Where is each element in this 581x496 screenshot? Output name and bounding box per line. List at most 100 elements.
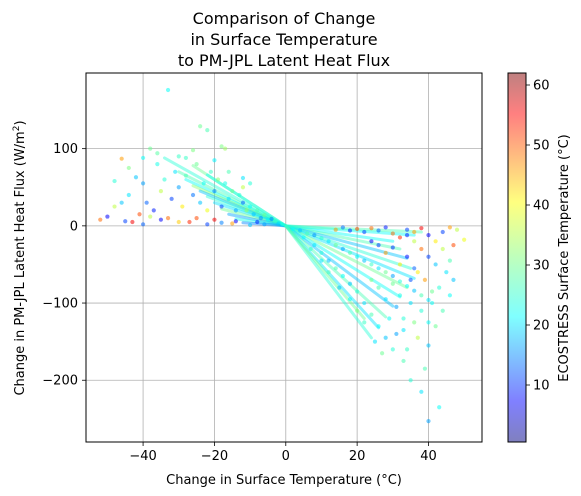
data-point — [426, 254, 431, 259]
data-point — [397, 235, 403, 240]
data-point — [112, 204, 117, 209]
colorbar-tick-label: 20 — [533, 319, 550, 334]
data-point — [419, 308, 424, 313]
data-point — [240, 175, 246, 181]
data-point — [319, 258, 324, 263]
data-point — [308, 246, 313, 252]
data-point — [208, 169, 213, 174]
fan-line — [284, 224, 395, 243]
data-point — [390, 273, 395, 279]
data-point — [415, 335, 420, 340]
data-point — [305, 231, 310, 236]
data-point — [394, 304, 399, 310]
x-tick-label: 40 — [420, 449, 437, 464]
data-point — [230, 189, 235, 194]
data-point — [148, 146, 153, 151]
data-point — [205, 208, 210, 213]
data-point — [355, 254, 360, 259]
data-point — [212, 189, 217, 194]
data-point — [397, 262, 403, 267]
data-point — [194, 161, 199, 167]
data-point — [355, 308, 360, 313]
data-point — [376, 285, 381, 290]
data-point — [408, 378, 413, 383]
data-point — [333, 227, 338, 232]
data-point — [415, 270, 420, 275]
y-tick-label: 0 — [70, 219, 78, 234]
data-point — [408, 300, 413, 306]
data-point — [383, 270, 388, 275]
colorbar-tick-label: 40 — [533, 199, 550, 214]
data-point — [123, 219, 128, 224]
data-point — [362, 229, 367, 235]
fan-line — [284, 224, 409, 290]
data-point — [404, 227, 410, 232]
data-point — [419, 226, 424, 231]
data-point — [205, 128, 210, 133]
data-point — [198, 200, 203, 205]
data-point — [383, 225, 388, 230]
fan-line — [177, 170, 288, 228]
data-point — [440, 308, 445, 313]
data-point — [404, 254, 410, 259]
data-point — [223, 181, 228, 186]
data-point — [426, 233, 431, 238]
data-point — [176, 154, 181, 159]
y-axis-label-text: Change in PM-JPL Latent Heat Flux (W/m — [13, 131, 28, 395]
x-tick-label: −40 — [129, 449, 156, 464]
colorbar-tick-label: 60 — [533, 79, 550, 94]
data-point — [404, 347, 410, 352]
data-point — [230, 221, 235, 226]
data-point — [412, 229, 417, 235]
data-point — [390, 281, 395, 286]
data-point — [397, 279, 403, 284]
data-point — [362, 300, 367, 306]
y-axis-label-superscript: 2 — [12, 126, 22, 132]
data-point — [290, 226, 296, 232]
data-point — [383, 250, 388, 255]
data-point — [176, 185, 181, 190]
data-point — [412, 320, 417, 325]
data-point — [319, 236, 324, 241]
data-point — [397, 293, 403, 298]
data-point — [404, 233, 410, 238]
data-point — [390, 245, 395, 250]
data-point — [276, 221, 281, 226]
data-point — [419, 389, 424, 394]
data-point — [376, 228, 381, 233]
data-point — [401, 316, 406, 321]
data-point — [226, 196, 231, 201]
data-point — [140, 181, 146, 186]
data-point — [155, 161, 160, 167]
data-point — [126, 192, 131, 198]
data-point — [419, 293, 424, 298]
data-point — [183, 155, 188, 161]
data-point — [258, 216, 263, 221]
data-point — [248, 181, 253, 186]
data-point — [165, 216, 171, 221]
data-point — [265, 217, 271, 222]
colorbar-label: ECOSTRESS Surface Temperature (°C) — [557, 134, 572, 381]
data-point — [426, 297, 431, 303]
colorbar-tick-label: 50 — [533, 139, 550, 154]
data-point — [426, 320, 431, 325]
data-point — [144, 200, 149, 205]
data-point — [194, 216, 199, 221]
data-point — [426, 419, 431, 424]
data-point — [404, 283, 410, 289]
data-point — [165, 87, 171, 93]
plot-area — [86, 73, 482, 442]
x-tick-label: 20 — [349, 449, 366, 464]
fan-line — [284, 224, 373, 340]
y-axis-label: Change in PM-JPL Latent Heat Flux (W/m2) — [12, 120, 28, 395]
data-point — [215, 177, 221, 182]
data-point — [180, 204, 185, 209]
data-point — [140, 222, 146, 227]
data-point — [440, 229, 445, 235]
data-point — [387, 316, 392, 321]
data-point — [394, 331, 399, 337]
data-point — [251, 212, 256, 217]
data-point — [390, 347, 395, 352]
data-point — [148, 214, 153, 219]
